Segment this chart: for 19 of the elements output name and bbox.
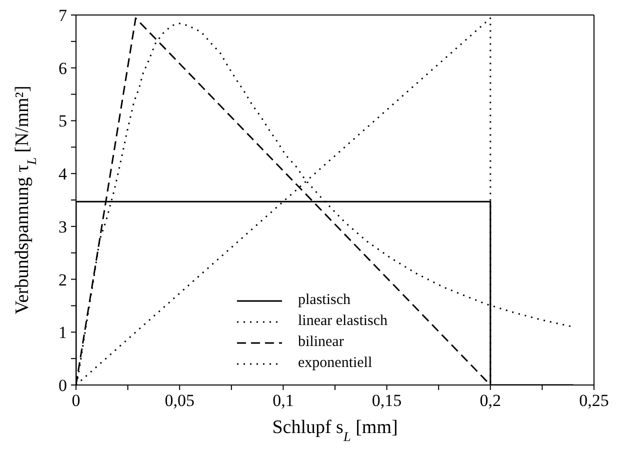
legend-label: linear elastisch — [298, 313, 388, 330]
x-axis-title: Schlupf s$_{L}$ [mm] — [272, 417, 398, 444]
y-tick-label: 0 — [58, 376, 67, 396]
y-tick-label: 4 — [58, 164, 68, 184]
y-tick-label: 1 — [58, 323, 67, 342]
x-tick-label: 0,2 — [480, 391, 502, 410]
x-tick-label: 0,1 — [272, 391, 294, 410]
legend-label: exponentiell — [298, 355, 372, 372]
legend-label: plastisch — [298, 292, 350, 309]
y-tick-label: 2 — [58, 270, 67, 290]
y-tick-label: 3 — [58, 217, 67, 236]
y-tick-label: 6 — [58, 58, 67, 78]
legend-label: bilinear — [298, 334, 344, 351]
x-tick-label: 0,25 — [579, 391, 609, 410]
y-tick-label: 7 — [58, 6, 68, 26]
y-tick-label: 5 — [58, 112, 67, 131]
x-tick-label: 0,15 — [372, 391, 402, 410]
x-tick-label: 0 — [72, 391, 80, 410]
x-tick-label: 0,05 — [164, 391, 194, 410]
